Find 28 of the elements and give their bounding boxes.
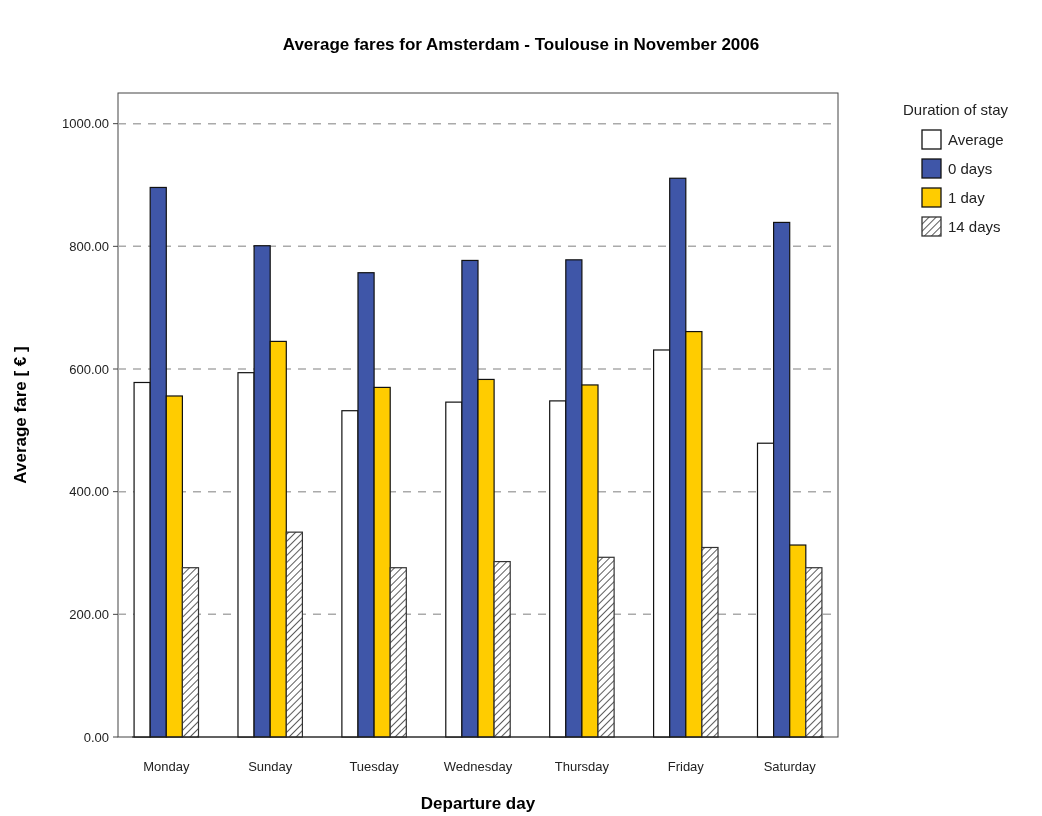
- legend-label: 0 days: [948, 160, 993, 177]
- y-tick-label: 600.00: [69, 361, 109, 377]
- x-tick-label: Saturday: [763, 759, 817, 774]
- y-tick-label: 400.00: [69, 484, 109, 500]
- y-tick-label: 200.00: [69, 606, 109, 622]
- chart-title: Average fares for Amsterdam - Toulouse in November 2006: [282, 35, 760, 54]
- x-tick-label: Friday: [667, 759, 705, 774]
- x-tick-label: Thursday: [554, 759, 610, 774]
- legend-label: Average: [948, 131, 1004, 148]
- y-tick-label: 800.00: [69, 238, 109, 254]
- x-tick-label: Tuesday: [349, 759, 400, 774]
- x-tick-label: Wednesday: [443, 759, 513, 774]
- x-tick-label: Monday: [143, 759, 190, 774]
- bar: [389, 567, 407, 738]
- x-tick-label: Sunday: [248, 759, 293, 774]
- y-tick-label: 0.00: [83, 729, 109, 745]
- bar: [805, 567, 823, 738]
- bar: [701, 546, 719, 738]
- bar: [285, 531, 303, 738]
- y-tick-label: 1000.00: [62, 116, 109, 132]
- x-axis-title: Departure day: [420, 794, 536, 813]
- legend-label: 14 days: [948, 218, 1001, 235]
- bar: [181, 567, 200, 738]
- legend-title: Duration of stay: [903, 101, 1009, 118]
- bar: [597, 556, 615, 738]
- bar: [493, 560, 511, 738]
- y-axis-title: Average fare [ € ]: [11, 346, 30, 484]
- legend-label: 1 day: [948, 189, 986, 206]
